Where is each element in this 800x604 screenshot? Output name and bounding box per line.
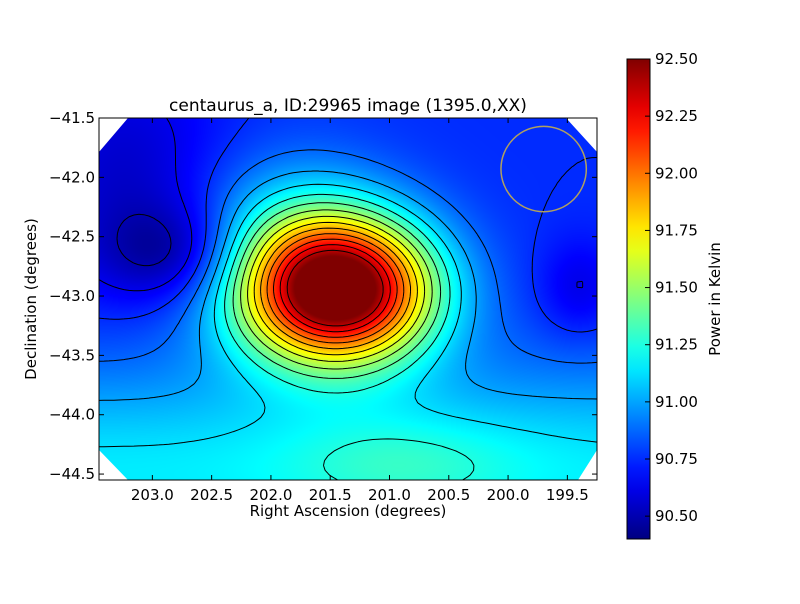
colorbar-tick-label: 90.50 [655, 507, 698, 525]
colorbar-tick-label: 91.25 [655, 336, 698, 354]
y-tick-label: −43.0 [49, 287, 95, 305]
chart-title: centaurus_a, ID:29965 image (1395.0,XX) [169, 96, 527, 116]
y-tick-label: −44.5 [49, 465, 95, 483]
contour-level-14 [279, 244, 391, 333]
y-axis-label: Declination (degrees) [22, 218, 40, 380]
y-tick-label: −42.5 [49, 228, 95, 246]
colorbar-tick-label: 92.25 [655, 107, 698, 125]
contour-level-15 [286, 249, 384, 327]
x-axis-label: Right Ascension (degrees) [250, 502, 447, 520]
contour-level-7 [232, 202, 442, 379]
y-tick-label: −44.0 [49, 406, 95, 424]
y-tick-label: −42.0 [49, 168, 95, 186]
contour-level-6 [224, 193, 475, 480]
colorbar: 90.50 90.75 91.00 91.25 91.50 91.75 92.00 92.25… [626, 50, 724, 540]
colorbar-tick-label: 92.00 [655, 164, 698, 182]
x-tick-label: 202.0 [249, 486, 292, 504]
colorbar-tick-label: 91.75 [655, 221, 698, 239]
contour-level-3 [99, 149, 597, 364]
y-tick-label: −41.5 [49, 109, 95, 127]
contour-level-1 [99, 118, 584, 292]
colorbar-gradient [627, 59, 650, 539]
colorbar-tick-label: 92.50 [655, 50, 698, 68]
x-tick-label: 200.5 [427, 486, 470, 504]
contour-level-4 [99, 170, 597, 401]
annotation-circle-0 [500, 125, 588, 213]
y-axis-ticks: −41.5 −42.0 −42.5 −43.0 −43.5 −44.0 −44.5 [49, 109, 597, 483]
heatmap-image [99, 118, 597, 480]
x-tick-label: 199.5 [546, 486, 589, 504]
colorbar-tick-label: 91.00 [655, 393, 698, 411]
x-tick-label: 203.0 [131, 486, 174, 504]
colorbar-tick-label: 90.75 [655, 450, 698, 468]
plot-frame [98, 117, 598, 481]
x-tick-label: 201.0 [368, 486, 411, 504]
contour-level-11 [260, 227, 411, 350]
contour-level-12 [266, 233, 405, 344]
contour-level-5 [99, 183, 597, 448]
x-tick-label: 201.5 [309, 486, 352, 504]
colorbar-ticks: 90.50 90.75 91.00 91.25 91.50 91.75 92.00 92.25… [645, 50, 698, 525]
x-tick-label: 200.0 [487, 486, 530, 504]
contour-level-2 [99, 118, 597, 333]
colorbar-tick-label: 91.50 [655, 279, 698, 297]
colorbar-frame [626, 58, 651, 540]
contour-level-8 [240, 209, 433, 370]
annotation-layer [500, 125, 588, 213]
contour-level-10 [253, 221, 418, 356]
contour-level-0 [116, 213, 172, 267]
x-axis-ticks: 203.0 202.5 202.0 201.5 201.0 200.5 200.0 199.5 [131, 118, 589, 504]
colorbar-label: Power in Kelvin [706, 242, 724, 356]
contour-level-9 [247, 215, 426, 362]
y-tick-label: −43.5 [49, 346, 95, 364]
contour-lines [99, 118, 597, 480]
x-tick-label: 202.5 [190, 486, 233, 504]
contour-level-13 [273, 238, 398, 338]
